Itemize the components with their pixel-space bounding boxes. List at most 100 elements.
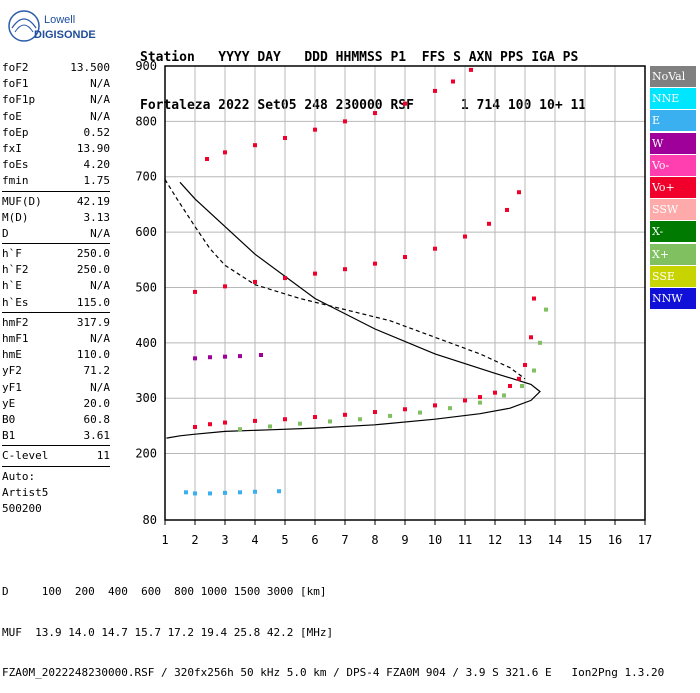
- param-value: N/A: [90, 93, 110, 107]
- series-F2-x-trace-point: [388, 413, 392, 418]
- legend-item-nnw: NNW: [650, 287, 696, 309]
- legend-item-vo-: Vo+: [650, 176, 696, 198]
- y-tick-label: 600: [135, 225, 157, 239]
- logo-line1: Lowell: [44, 14, 75, 26]
- param-row: h`Es 115.0: [2, 295, 110, 311]
- series-F2-2hop-o-point: [313, 271, 317, 276]
- x-tick-label: 8: [371, 533, 378, 547]
- param-separator: [2, 311, 110, 313]
- x-tick-label: 14: [548, 533, 562, 547]
- y-tick-label: 800: [135, 114, 157, 128]
- legend-item-e: E: [650, 110, 696, 132]
- x-tick-label: 16: [608, 533, 622, 547]
- series-F2-x-trace-point: [502, 393, 506, 398]
- param-value: N/A: [90, 109, 110, 123]
- series-Es-trace-point: [223, 354, 227, 359]
- series-F2-x-trace-point: [544, 307, 548, 312]
- param-name: hmF1: [2, 332, 29, 345]
- series-low-Es-point: [193, 491, 197, 496]
- series-F2-2hop-o-point: [487, 221, 491, 226]
- series-F2-x-trace-point: [520, 384, 524, 389]
- param-value: 4.20: [83, 158, 111, 172]
- series-F2-o-trace-point: [313, 415, 317, 420]
- header-line1: Station YYYY DAY DDD HHMMSS P1 FFS S AXN…: [140, 50, 579, 65]
- param-name: fxI: [2, 141, 22, 155]
- series-F2-o-trace-point: [523, 362, 527, 367]
- series-F2-o-trace-point: [493, 390, 497, 395]
- param-row: yF2 71.2: [2, 363, 110, 379]
- series-F2-3hop-o-point: [469, 67, 473, 72]
- series-F2-o-trace-point: [508, 384, 512, 389]
- param-value: 71.2: [83, 364, 111, 378]
- y-tick-label: 200: [135, 447, 157, 461]
- param-value: N/A: [90, 279, 110, 293]
- series-F2-2hop-o-point: [517, 190, 521, 195]
- series-F2-o-trace-point: [373, 410, 377, 415]
- param-row: foF1 N/A: [2, 76, 110, 92]
- param-name: yF2: [2, 364, 22, 378]
- param-row: hmF1 N/A: [2, 331, 110, 347]
- series-F2-o-trace-point: [403, 407, 407, 412]
- series-F2-x-trace-point: [532, 368, 536, 373]
- series-F2-2hop-o-point: [505, 207, 509, 212]
- series-F2-3hop-o-point: [433, 88, 437, 93]
- param-value: 250.0: [76, 263, 110, 277]
- y-tick-label: 300: [135, 391, 157, 405]
- param-row: D N/A: [2, 226, 110, 242]
- legend-item-sse: SSE: [650, 265, 696, 287]
- footer-file-line: FZA0M_2022248230000.RSF / 320fx256h 50 k…: [2, 666, 665, 679]
- x-tick-label: 3: [221, 533, 228, 547]
- param-name: foEp: [2, 125, 29, 139]
- x-tick-label: 10: [428, 533, 442, 547]
- polarization-legend: NoVal NNE E W Vo- Vo+ SSW X- X+ SSE NNW: [650, 66, 696, 310]
- param-value: 250.0: [76, 247, 110, 261]
- param-name: foF1p: [2, 93, 36, 107]
- param-name: foF1: [2, 77, 29, 91]
- param-name: h`F2: [2, 263, 29, 277]
- series-F2-2hop-o-point: [253, 279, 257, 284]
- lowell-digisonde-logo: Lowell DIGISONDE: [8, 10, 96, 42]
- footer-distance-line: D 100 200 400 600 800 1000 1500 3000 [km…: [2, 585, 327, 598]
- legend-item-x-: X-: [650, 221, 696, 243]
- param-value: 20.0: [83, 396, 111, 410]
- x-tick-label: 12: [488, 533, 502, 547]
- footer: D 100 200 400 600 800 1000 1500 3000 [km…: [2, 558, 664, 693]
- param-name: foF2: [2, 61, 29, 74]
- param-row: fmin 1.75: [2, 173, 110, 189]
- param-value: 115.0: [76, 295, 110, 309]
- y-tick-label: 400: [135, 336, 157, 350]
- footer-muf-line: MUF 13.9 14.0 14.7 15.7 17.2 19.4 25.8 4…: [2, 625, 334, 639]
- series-F2-2hop-o-point: [403, 255, 407, 260]
- param-row: fxI 13.90: [2, 141, 110, 157]
- series-F2-o-trace-point: [223, 420, 227, 425]
- param-row: foEs 4.20: [2, 157, 110, 173]
- series-F2-o-trace-point: [208, 422, 212, 427]
- series-F2-o-trace-point: [433, 403, 437, 408]
- param-name: foE: [2, 109, 22, 123]
- param-name: h`Es: [2, 295, 29, 309]
- legend-item-w: W: [650, 132, 696, 154]
- legend-item-nne: NNE: [650, 88, 696, 110]
- param-separator: [2, 190, 110, 192]
- param-row: h`F2 250.0: [2, 262, 110, 278]
- y-tick-label: 500: [135, 280, 157, 294]
- param-row: C-level 11: [2, 448, 110, 464]
- series-F2-x-trace-point: [358, 417, 362, 422]
- param-name: h`E: [2, 279, 22, 293]
- series-F2-3hop-o-point: [373, 111, 377, 116]
- param-value: 0.52: [83, 125, 111, 139]
- param-name: D: [2, 226, 9, 240]
- series-low-Es-point: [253, 489, 257, 494]
- series-F2-x-trace-point: [298, 421, 302, 426]
- series-F2-2hop-o-point: [193, 289, 197, 294]
- series-F2-o-trace-point: [463, 398, 467, 403]
- series-F2-3hop-o-point: [343, 119, 347, 124]
- y-tick-label: 900: [135, 59, 157, 73]
- series-low-Es-point: [277, 489, 281, 494]
- param-value: 3.13: [83, 210, 111, 224]
- series-F2-x-trace-point: [268, 424, 272, 429]
- param-row: hmE 110.0: [2, 347, 110, 363]
- param-value: 60.8: [83, 412, 111, 426]
- param-value: 11: [96, 449, 110, 463]
- param-row: yF1 N/A: [2, 380, 110, 396]
